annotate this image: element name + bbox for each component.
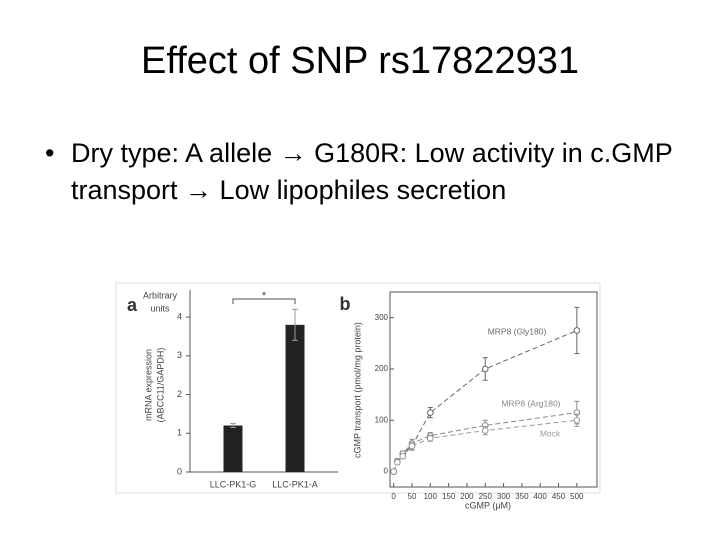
x-tick-label: 400 (534, 492, 548, 501)
panel-label: b (340, 294, 351, 314)
data-point (427, 434, 434, 442)
bar (223, 425, 243, 472)
unit-label: units (150, 303, 170, 313)
x-tick-label: 500 (570, 492, 584, 501)
data-point (399, 452, 407, 460)
x-tick-label: 450 (552, 492, 566, 501)
y-axis-label: (ABCC11/GAPDH) (155, 348, 165, 423)
slide-title: Effect of SNP rs17822931 (140, 40, 579, 82)
x-tick-label: 350 (515, 492, 529, 501)
x-tick-label: 200 (460, 492, 474, 501)
x-tick-label: 50 (408, 492, 417, 501)
x-tick-label: 150 (442, 492, 456, 501)
data-point (481, 365, 489, 373)
unit-label: Arbitrary (143, 290, 178, 300)
y-tick-label: 2 (177, 389, 182, 399)
series-label: MRP8 (Arg180) (501, 398, 560, 408)
y-tick-label: 200 (375, 364, 389, 373)
x-tick-label: 100 (424, 492, 438, 501)
y-axis-label: mRNA expression (143, 349, 153, 421)
plot-frame (389, 291, 598, 488)
y-tick-label: 0 (384, 467, 389, 476)
bar (285, 324, 305, 472)
data-point (573, 416, 581, 424)
data-point (394, 459, 401, 466)
panel-label: a (127, 295, 138, 315)
data-point (427, 409, 434, 416)
data-point (390, 468, 397, 475)
x-tick-label: 0 (391, 492, 396, 501)
data-point (573, 327, 581, 334)
data-point (408, 442, 416, 450)
bullet: Dry type: A allele → G180R: Low activity… (45, 135, 685, 209)
x-tick-label: 300 (497, 492, 511, 501)
x-tick-label: LLC-PK1-A (272, 479, 318, 489)
y-tick-label: 4 (177, 311, 182, 321)
series-label: Mock (540, 428, 561, 438)
y-tick-label: 3 (177, 350, 182, 360)
significance-label: * (262, 290, 267, 302)
significance-bracket (232, 298, 296, 304)
y-tick-label: 0 (177, 466, 182, 476)
x-tick-label: LLC-PK1-G (210, 479, 257, 489)
figure-frame (115, 282, 601, 494)
y-tick-label: 100 (375, 415, 389, 424)
bullet-list: Dry type: A allele → G180R: Low activity… (45, 135, 685, 209)
y-axis-label: cGMP transport (pmol/mg protein) (352, 322, 362, 458)
x-axis-label: cGMP (μM) (465, 500, 511, 510)
y-tick-label: 300 (375, 313, 389, 322)
data-point (481, 427, 489, 434)
series-label: MRP8 (Gly180) (488, 326, 547, 336)
x-tick-label: 250 (479, 492, 493, 501)
y-tick-label: 1 (177, 428, 182, 438)
